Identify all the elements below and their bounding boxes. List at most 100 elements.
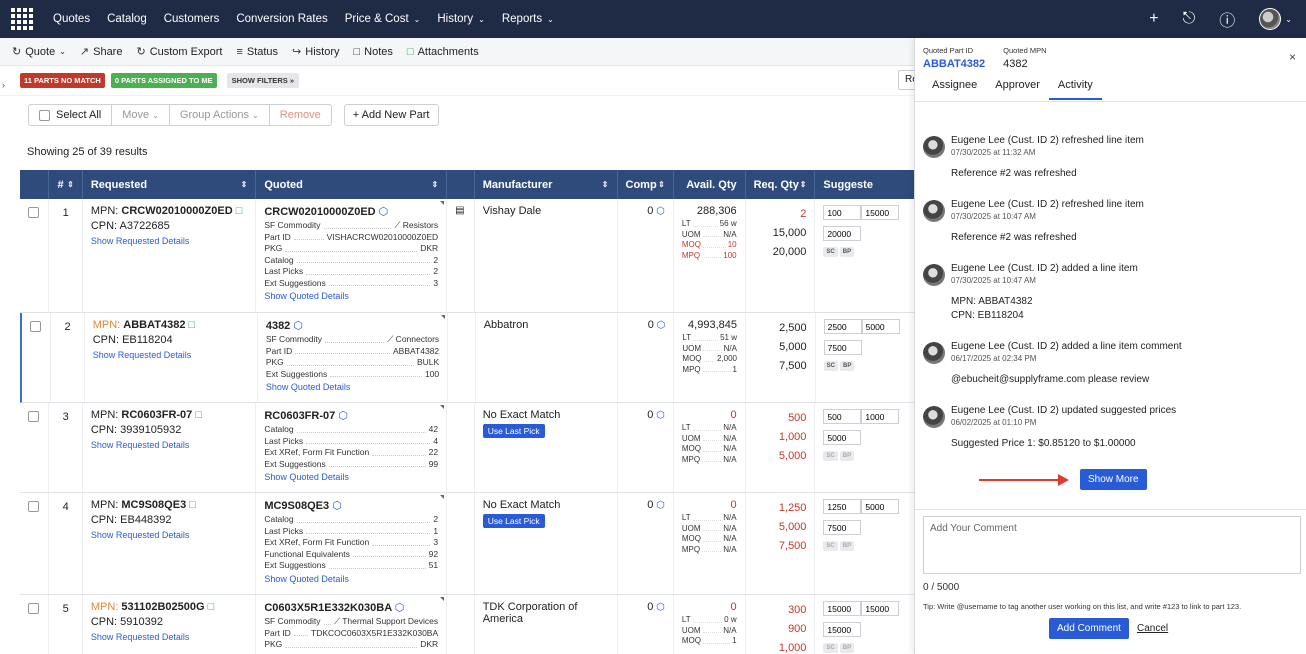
select-all-checkbox[interactable]: [39, 109, 50, 121]
attachments-button[interactable]: □ Attachments: [406, 45, 479, 58]
bp-tag[interactable]: BP: [839, 541, 855, 551]
part-id-link[interactable]: ABBAT4382: [923, 58, 986, 70]
show-filters-button[interactable]: SHOW FILTERS »: [226, 73, 299, 88]
suggested-qty-input[interactable]: [823, 409, 862, 424]
app-logo-icon[interactable]: [11, 8, 33, 30]
sc-tag[interactable]: SC: [823, 643, 838, 653]
nav-reports[interactable]: Reports ⌄: [501, 13, 554, 25]
nav-quotes[interactable]: Quotes: [53, 13, 91, 25]
datasheet-icon[interactable]: ▤: [455, 205, 465, 216]
cube-icon[interactable]: ⬡: [656, 206, 665, 217]
add-comment-button[interactable]: Add Comment: [1049, 618, 1129, 639]
use-last-pick-button[interactable]: Use Last Pick: [482, 514, 545, 528]
close-icon[interactable]: ×: [1288, 50, 1296, 64]
bp-tag[interactable]: BP: [839, 643, 855, 653]
show-requested-details-link[interactable]: Show Requested Details: [90, 440, 190, 450]
suggested-qty-input[interactable]: [861, 499, 900, 514]
expand-sidebar-icon[interactable]: ›: [2, 80, 5, 90]
custom-export-button[interactable]: ↻ Custom Export: [136, 45, 223, 59]
suggested-qty-input[interactable]: [823, 499, 862, 514]
header-avail-qty[interactable]: Avail. Qty: [674, 170, 746, 199]
folder-icon[interactable]: □: [189, 499, 196, 511]
cancel-button[interactable]: Cancel: [1137, 623, 1169, 634]
comment-input[interactable]: Add Your Comment: [923, 516, 1301, 574]
header-comp[interactable]: Comp ⇕: [618, 170, 674, 199]
cube-icon[interactable]: ⬡: [656, 320, 666, 331]
table-row[interactable]: 3 MPN: RC0603FR-07 □ CPN: 3939105932 Sho…: [20, 403, 914, 493]
quoted-mpn[interactable]: MC9S08QE3 ⬡: [264, 500, 342, 512]
nav-conversion-rates[interactable]: Conversion Rates: [236, 13, 328, 25]
folder-icon[interactable]: □: [195, 409, 203, 421]
cube-icon[interactable]: ⬡: [656, 500, 665, 511]
suggested-qty-input[interactable]: [823, 622, 862, 637]
show-more-button[interactable]: Show More: [1080, 469, 1147, 490]
remove-button[interactable]: Remove: [268, 105, 331, 125]
tab-approver[interactable]: Approver: [995, 79, 1040, 91]
show-requested-details-link[interactable]: Show Requested Details: [90, 632, 190, 642]
table-row[interactable]: 4 MPN: MC9S08QE3 □ CPN: EB448392 Show Re…: [20, 493, 914, 595]
suggested-qty-input[interactable]: [823, 601, 862, 616]
nav-customers[interactable]: Customers: [163, 13, 220, 25]
quoted-mpn[interactable]: CRCW02010000Z0ED ⬡: [264, 206, 389, 218]
suggested-qty-input[interactable]: [823, 226, 862, 241]
row-checkbox[interactable]: [28, 411, 39, 422]
table-row[interactable]: 2 MPN: ABBAT4382 □ CPN: EB118204 Show Re…: [20, 313, 914, 403]
add-new-part-button[interactable]: + Add New Part: [343, 104, 439, 126]
suggested-qty-input[interactable]: [823, 430, 862, 445]
help-icon[interactable]: ⓘ: [1219, 13, 1236, 30]
cube-icon[interactable]: ⬡: [656, 602, 665, 613]
table-row[interactable]: 5 MPN: 531102B02500G □ CPN: 5910392 Show…: [20, 595, 914, 654]
nav-history[interactable]: History ⌄: [437, 13, 485, 25]
share-button[interactable]: ↗ Share: [79, 45, 123, 59]
quoted-mpn[interactable]: C0603X5R1E332K030BA ⬡: [264, 602, 405, 614]
tab-activity[interactable]: Activity: [1048, 79, 1102, 100]
row-checkbox[interactable]: [28, 603, 39, 614]
show-requested-details-link[interactable]: Show Requested Details: [92, 350, 192, 360]
folder-icon[interactable]: □: [207, 601, 215, 613]
quoted-mpn[interactable]: 4382 ⬡: [265, 320, 303, 332]
quoted-mpn[interactable]: RC0603FR-07 ⬡: [264, 410, 348, 422]
bp-tag[interactable]: BP: [839, 247, 855, 257]
folder-icon[interactable]: □: [188, 319, 196, 331]
show-requested-details-link[interactable]: Show Requested Details: [90, 530, 190, 540]
sc-tag[interactable]: SC: [823, 451, 838, 461]
suggested-qty-input[interactable]: [861, 205, 900, 220]
suggested-qty-input[interactable]: [861, 601, 900, 616]
nav-price-cost[interactable]: Price & Cost ⌄: [344, 13, 421, 25]
suggested-qty-input[interactable]: [823, 340, 862, 355]
show-quoted-details-link[interactable]: Show Quoted Details: [264, 573, 349, 584]
cube-icon[interactable]: ⬡: [656, 410, 665, 421]
bp-tag[interactable]: BP: [840, 361, 855, 371]
header-num[interactable]: # ⇕: [49, 170, 83, 199]
notes-button[interactable]: □ Notes: [353, 45, 393, 58]
bell-icon[interactable]: ⎋: [1182, 10, 1196, 27]
header-manufacturer[interactable]: Manufacturer ⇕: [475, 170, 618, 199]
table-row[interactable]: 1 MPN: CRCW02010000Z0ED □ CPN: A3722685 …: [20, 199, 914, 313]
avatar[interactable]: [1259, 8, 1282, 30]
suggested-qty-input[interactable]: [823, 520, 862, 535]
history-button[interactable]: ↪ History: [292, 45, 340, 59]
show-quoted-details-link[interactable]: Show Quoted Details: [264, 472, 349, 482]
bp-tag[interactable]: BP: [839, 451, 855, 461]
show-quoted-details-link[interactable]: Show Quoted Details: [264, 291, 349, 301]
suggested-qty-input[interactable]: [823, 205, 862, 220]
quote-menu-button[interactable]: ↻ Quote ⌄: [12, 45, 66, 59]
header-quoted[interactable]: Quoted ⇕: [256, 170, 448, 199]
move-button[interactable]: Move ⌄: [111, 105, 169, 125]
show-quoted-details-link[interactable]: Show Quoted Details: [265, 382, 351, 392]
row-checkbox[interactable]: [28, 501, 39, 512]
show-requested-details-link[interactable]: Show Requested Details: [90, 236, 190, 246]
folder-icon[interactable]: □: [235, 205, 243, 217]
select-all-button[interactable]: Select All: [29, 105, 111, 125]
suggested-qty-input[interactable]: [861, 409, 900, 424]
sc-tag[interactable]: SC: [823, 361, 838, 371]
nav-catalog[interactable]: Catalog: [107, 13, 147, 25]
header-suggested[interactable]: Suggeste: [823, 178, 873, 191]
suggested-qty-input[interactable]: [823, 319, 862, 334]
plus-icon[interactable]: +: [1149, 10, 1159, 27]
row-checkbox[interactable]: [30, 321, 41, 332]
tab-assignee[interactable]: Assignee: [932, 79, 978, 91]
use-last-pick-button[interactable]: Use Last Pick: [482, 424, 545, 438]
suggested-qty-input[interactable]: [861, 319, 900, 334]
row-checkbox[interactable]: [28, 207, 39, 218]
